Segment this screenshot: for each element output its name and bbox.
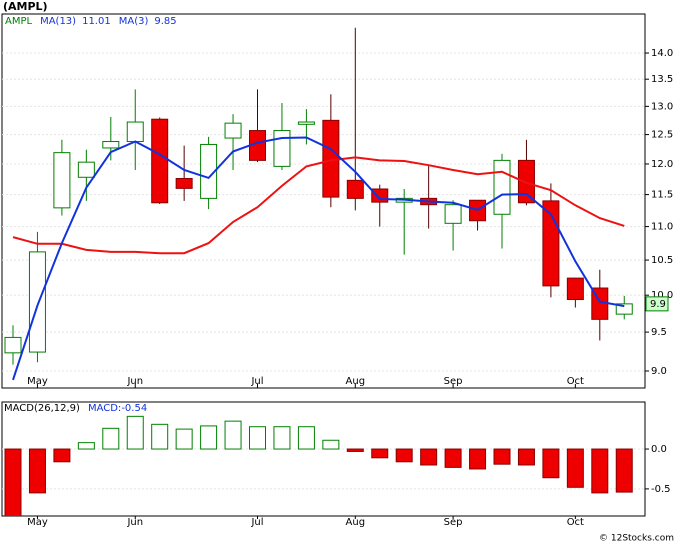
y-tick-label: 11.0	[651, 222, 673, 233]
legend-entry: MA(3)	[119, 16, 149, 27]
y-tick-label: 12.0	[651, 159, 673, 170]
candle-body	[273, 130, 291, 167]
macd-bar	[517, 448, 535, 466]
candle-body	[126, 121, 144, 143]
candle-body	[200, 143, 218, 199]
macd-bar	[249, 426, 266, 450]
y-tick-label: 13.5	[651, 74, 673, 85]
price-plot	[4, 27, 633, 381]
last-price-label: 9.9	[650, 299, 666, 310]
x-tick-label: Sep	[444, 517, 463, 528]
candle-body	[371, 188, 389, 203]
macd-bar	[273, 426, 291, 450]
macd-title: MACD(26,12,9)	[4, 403, 80, 414]
candle-body	[517, 159, 535, 204]
macd-bar	[420, 448, 438, 466]
y-tick-label: 13.0	[651, 101, 673, 112]
last-price-box	[645, 296, 669, 312]
macd-bar	[28, 448, 46, 494]
y-tick-label: 14.0	[651, 48, 673, 59]
macd-bar	[444, 448, 462, 468]
ma-line	[12, 136, 625, 381]
legend-entry: AMPL	[5, 16, 32, 27]
macd-bar	[53, 448, 71, 463]
macd-bar	[102, 427, 120, 450]
y-tick-label: 9.0	[651, 366, 667, 377]
y-tick-label: 12.5	[651, 130, 673, 141]
macd-bar	[615, 448, 633, 493]
candle-body	[444, 204, 462, 224]
price-panel	[1, 13, 646, 389]
candle-body	[297, 121, 315, 125]
macd-bar	[77, 442, 95, 450]
chart-title: (AMPL)	[3, 0, 48, 13]
x-tick-label: Jun	[126, 376, 143, 387]
x-tick-label: Aug	[346, 517, 366, 528]
candle-body	[53, 152, 71, 209]
macd-bar	[371, 448, 389, 459]
legend-entry: 9.85	[154, 16, 176, 27]
candle-body	[151, 118, 169, 204]
x-tick-label: Sep	[444, 376, 463, 387]
macd-bar	[126, 415, 144, 450]
x-tick-label: Aug	[346, 376, 366, 387]
candle-body	[566, 277, 584, 301]
macd-bar	[200, 425, 218, 450]
macd-bar	[395, 448, 413, 463]
macd-legend-value: -0.54	[121, 403, 147, 414]
macd-bar	[542, 448, 560, 479]
y-tick-label: 0.0	[651, 444, 667, 455]
legend-entry: MA(13)	[40, 16, 76, 27]
y-tick-label: 9.5	[651, 327, 667, 338]
x-tick-label: Oct	[567, 376, 584, 387]
candle-body	[102, 141, 120, 149]
candle-body	[346, 179, 364, 199]
candle-body	[77, 161, 95, 178]
candle-body	[175, 178, 193, 189]
macd-bar	[493, 448, 511, 465]
candle-body	[615, 303, 633, 315]
x-tick-label: Oct	[567, 517, 584, 528]
x-tick-label: May	[27, 376, 48, 387]
macd-bar	[175, 428, 193, 450]
x-tick-label: Jul	[250, 517, 263, 528]
macd-bar	[151, 423, 169, 450]
candle-body	[224, 122, 242, 139]
x-tick-label: May	[27, 517, 48, 528]
macd-panel	[1, 401, 646, 517]
legend: AMPL MA(13) 11.01 MA(3) 9.85	[5, 16, 177, 27]
macd-bar	[469, 448, 487, 470]
macd-bar	[322, 439, 340, 450]
y-tick-label: 11.5	[651, 190, 673, 201]
ma-line	[12, 156, 625, 255]
candle-body	[4, 336, 22, 354]
x-tick-label: Jun	[126, 517, 143, 528]
macd-bar	[346, 448, 364, 452]
macd-legend-label: MACD:	[88, 403, 121, 414]
y-tick-label: 10.5	[651, 255, 673, 266]
macd-bar	[4, 448, 22, 516]
macd-bar	[566, 448, 584, 488]
macd-bar	[297, 426, 315, 450]
candle-body	[28, 251, 46, 353]
legend-entry: 11.01	[82, 16, 111, 27]
macd-plot	[4, 415, 633, 516]
y-tick-label: 10.0	[651, 290, 673, 301]
x-tick-label: Jul	[250, 376, 263, 387]
macd-bar	[591, 448, 609, 494]
candle-body	[493, 159, 511, 215]
y-tick-label: -0.5	[651, 484, 671, 495]
macd-legend: MACD(26,12,9) MACD:-0.54	[4, 403, 147, 414]
macd-bar	[224, 420, 242, 450]
footer: © 12Stocks.com	[599, 534, 674, 544]
